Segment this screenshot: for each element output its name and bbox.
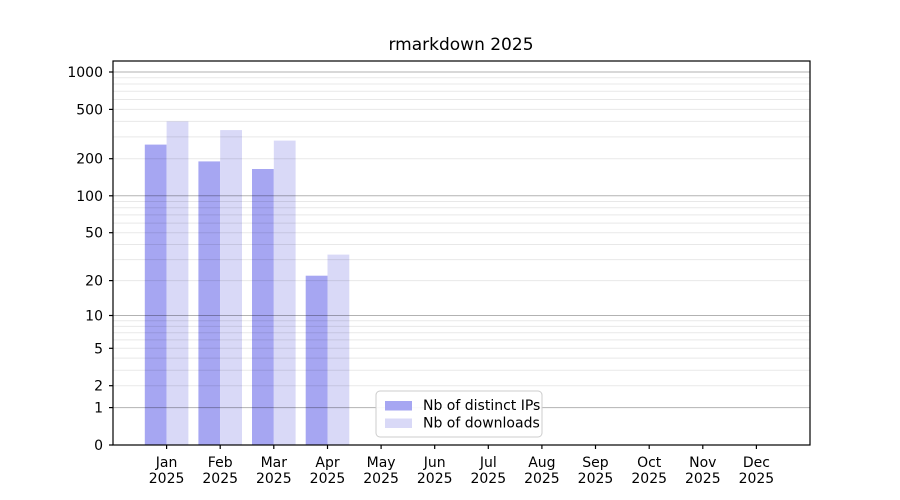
y-tick-label: 0 — [94, 438, 103, 454]
y-tick-label: 5 — [94, 341, 103, 357]
y-tick-label: 1000 — [67, 65, 103, 81]
x-tick-label-year: 2025 — [149, 471, 185, 487]
x-tick-label-year: 2025 — [310, 471, 346, 487]
x-tick-label-year: 2025 — [524, 471, 560, 487]
bar-downloads-apr — [327, 254, 350, 445]
x-tick-label-year: 2025 — [363, 471, 399, 487]
legend: Nb of distinct IPs Nb of downloads — [375, 390, 543, 438]
x-tick-label-month: Oct — [637, 455, 662, 471]
x-tick-label-year: 2025 — [470, 471, 506, 487]
x-tick-label-year: 2025 — [256, 471, 292, 487]
legend-label-distinct-ips: Nb of distinct IPs — [423, 398, 540, 414]
y-tick-label: 50 — [85, 226, 103, 242]
x-tick-label-month: May — [367, 455, 396, 471]
bar-distinct-ips-feb — [198, 161, 221, 445]
x-tick-label-year: 2025 — [739, 471, 775, 487]
x-tick-label-month: Apr — [315, 455, 339, 471]
bar-distinct-ips-mar — [252, 169, 274, 445]
y-tick-label: 20 — [85, 274, 103, 290]
chart-title: rmarkdown 2025 — [388, 35, 533, 55]
x-tick-label-year: 2025 — [578, 471, 614, 487]
x-tick-label-month: Jul — [479, 455, 497, 471]
x-tick-label-month: Mar — [261, 455, 288, 471]
bar-downloads-mar — [273, 140, 296, 445]
bar-distinct-ips-apr — [305, 275, 328, 445]
plot-area-frame — [112, 60, 811, 446]
axes-ticks-layer: 01251020501002005001000Jan2025Feb2025Mar… — [67, 65, 774, 487]
bars-layer — [144, 121, 350, 446]
x-tick-label-year: 2025 — [685, 471, 721, 487]
bar-downloads-feb — [220, 130, 242, 445]
y-tick-label: 2 — [94, 379, 103, 395]
y-tick-label: 100 — [76, 189, 103, 205]
legend-swatch-distinct-ips — [385, 401, 412, 411]
legend-swatch-downloads — [385, 418, 412, 428]
y-tick-label: 10 — [85, 309, 103, 325]
x-tick-label-year: 2025 — [631, 471, 667, 487]
x-tick-label-month: Aug — [528, 455, 555, 471]
x-tick-label-month: Feb — [208, 455, 233, 471]
legend-box — [375, 390, 543, 438]
x-tick-label-month: Jan — [155, 455, 178, 471]
x-tick-label-month: Jun — [423, 455, 446, 471]
x-tick-label-month: Dec — [743, 455, 770, 471]
legend-label-downloads: Nb of downloads — [423, 416, 540, 432]
bar-distinct-ips-jan — [144, 144, 167, 445]
y-tick-label: 500 — [76, 102, 103, 118]
y-tick-label: 1 — [94, 401, 103, 417]
x-tick-label-year: 2025 — [202, 471, 238, 487]
x-tick-label-month: Sep — [582, 455, 609, 471]
y-tick-label: 200 — [76, 152, 103, 168]
x-tick-label-year: 2025 — [417, 471, 453, 487]
x-tick-label-month: Nov — [689, 455, 716, 471]
bar-downloads-jan — [166, 121, 189, 446]
